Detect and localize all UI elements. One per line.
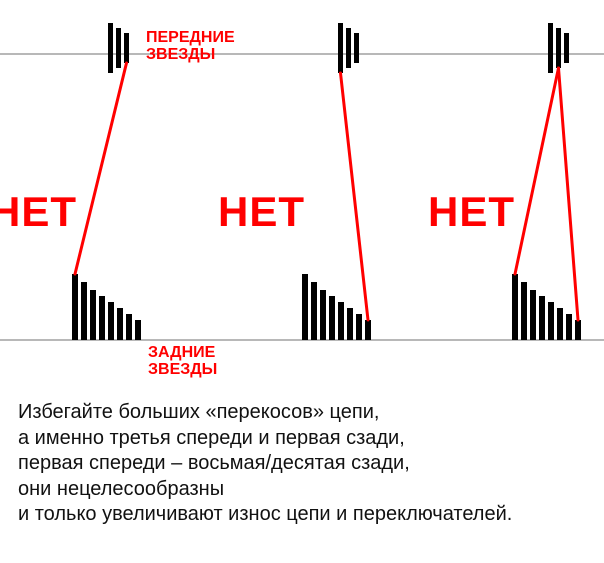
no-label-3: НЕТ (428, 190, 515, 234)
no-label-1: НЕТ (0, 190, 77, 234)
explanation-text: Избегайте больших «перекосов» цепи, а им… (18, 400, 512, 528)
front-sprockets-label: ПЕРЕДНИЕ ЗВЕЗДЫ (146, 30, 235, 64)
diagram-canvas: ПЕРЕДНИЕ ЗВЕЗДЫ ЗАДНИЕ ЗВЕЗДЫ НЕТ НЕТ НЕ… (0, 0, 604, 563)
no-label-2: НЕТ (218, 190, 305, 234)
rear-sprockets-label: ЗАДНИЕ ЗВЕЗДЫ (148, 345, 217, 379)
